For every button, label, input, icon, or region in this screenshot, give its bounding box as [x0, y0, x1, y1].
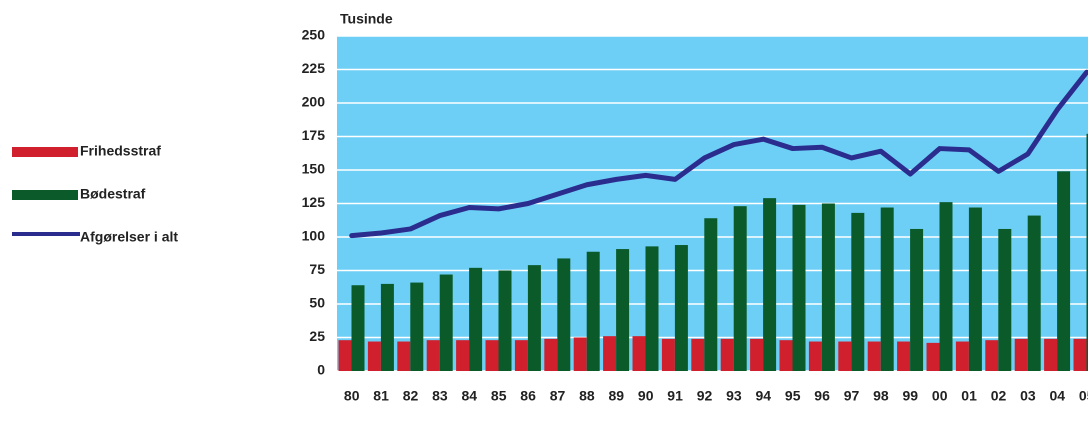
- legend-label: Frihedsstraf: [80, 143, 161, 159]
- bar: [838, 341, 852, 371]
- bar: [557, 258, 571, 371]
- bar: [1057, 171, 1071, 371]
- y-tick-label: 125: [302, 194, 326, 210]
- bar: [469, 267, 483, 371]
- x-tick-label: 86: [520, 388, 536, 404]
- bar: [616, 249, 630, 371]
- y-tick-label: 225: [302, 60, 326, 76]
- x-tick-label: 84: [462, 388, 478, 404]
- bar: [410, 282, 424, 371]
- bar: [514, 340, 528, 371]
- bar: [851, 212, 865, 371]
- bar: [968, 207, 982, 371]
- bar: [733, 206, 747, 371]
- bar: [763, 198, 777, 371]
- legend-swatch: [12, 147, 78, 157]
- bar: [1014, 338, 1028, 371]
- bar: [808, 341, 822, 371]
- x-tick-label: 05: [1079, 388, 1088, 404]
- bar: [439, 274, 453, 371]
- bar: [867, 341, 881, 371]
- x-tick-label: 92: [697, 388, 713, 404]
- bar: [645, 246, 659, 371]
- x-tick-label: 99: [903, 388, 919, 404]
- bar: [779, 340, 793, 371]
- bar: [661, 338, 675, 371]
- bar: [426, 340, 440, 371]
- y-tick-label: 250: [302, 27, 326, 43]
- x-tick-label: 82: [403, 388, 419, 404]
- x-tick-label: 91: [667, 388, 683, 404]
- bar: [527, 265, 541, 371]
- bar: [603, 336, 617, 371]
- bar: [720, 338, 734, 371]
- x-tick-label: 97: [844, 388, 860, 404]
- bar: [456, 340, 470, 371]
- bar: [880, 207, 894, 371]
- bar: [985, 340, 999, 371]
- y-tick-label: 100: [302, 228, 326, 244]
- bar: [750, 338, 764, 371]
- x-tick-label: 88: [579, 388, 595, 404]
- y-tick-label: 75: [309, 261, 325, 277]
- bar: [1073, 338, 1087, 371]
- x-tick-label: 85: [491, 388, 507, 404]
- x-tick-label: 02: [991, 388, 1007, 404]
- bar: [397, 341, 411, 371]
- bar: [573, 337, 587, 371]
- y-tick-label: 200: [302, 94, 326, 110]
- x-tick-label: 90: [638, 388, 654, 404]
- bar: [586, 251, 600, 371]
- bar: [1086, 133, 1088, 371]
- bar: [998, 228, 1012, 371]
- bar: [926, 342, 940, 371]
- bar: [939, 202, 953, 371]
- legend-label: Afgørelser i alt: [80, 229, 178, 245]
- x-tick-label: 98: [873, 388, 889, 404]
- bar: [792, 204, 806, 371]
- bar: [674, 245, 688, 371]
- x-tick-label: 81: [373, 388, 389, 404]
- bar: [704, 218, 718, 371]
- x-tick-label: 83: [432, 388, 448, 404]
- bar: [897, 341, 911, 371]
- y-tick-label: 175: [302, 127, 326, 143]
- x-tick-label: 89: [609, 388, 625, 404]
- bar: [691, 338, 705, 371]
- x-tick-label: 04: [1050, 388, 1066, 404]
- x-tick-label: 00: [932, 388, 948, 404]
- x-tick-label: 01: [961, 388, 977, 404]
- bar: [485, 340, 499, 371]
- y-tick-label: 50: [309, 295, 325, 311]
- y-tick-label: 25: [309, 328, 325, 344]
- y-tick-label: 150: [302, 161, 326, 177]
- bar: [1027, 215, 1041, 371]
- bar: [380, 283, 394, 371]
- bar: [821, 203, 835, 371]
- bar: [351, 285, 365, 371]
- x-tick-label: 93: [726, 388, 742, 404]
- x-tick-label: 03: [1020, 388, 1036, 404]
- bar: [910, 228, 924, 371]
- bar: [544, 338, 558, 371]
- chart-title: Tusinde: [340, 11, 393, 27]
- bar: [498, 270, 512, 371]
- bar: [367, 341, 381, 371]
- bar: [1044, 338, 1058, 371]
- y-tick-label: 0: [317, 362, 325, 378]
- x-tick-label: 80: [344, 388, 360, 404]
- x-tick-label: 95: [785, 388, 801, 404]
- bar: [338, 340, 352, 371]
- bar: [632, 336, 646, 371]
- line: [349, 69, 1088, 239]
- x-tick-label: 94: [756, 388, 772, 404]
- legend-label: Bødestraf: [80, 186, 146, 202]
- x-tick-label: 87: [550, 388, 566, 404]
- legend-swatch: [12, 190, 78, 200]
- x-tick-label: 96: [814, 388, 830, 404]
- bar: [955, 341, 969, 371]
